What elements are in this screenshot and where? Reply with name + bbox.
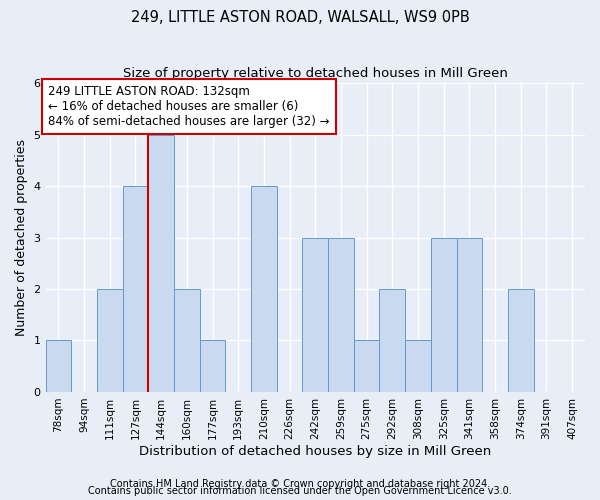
Bar (508, 289, 533, 392)
Text: 249, LITTLE ASTON ROAD, WALSALL, WS9 0PB: 249, LITTLE ASTON ROAD, WALSALL, WS9 0PB (131, 10, 469, 25)
Bar (354, 340, 379, 392)
Text: Contains public sector information licensed under the Open Government Licence v3: Contains public sector information licen… (88, 486, 512, 496)
Bar (46, 340, 71, 392)
Bar (457, 238, 482, 392)
Bar (431, 238, 457, 392)
Bar (122, 186, 148, 392)
Bar (328, 238, 354, 392)
Bar (379, 289, 405, 392)
Bar (251, 186, 277, 392)
Bar (148, 134, 174, 392)
Bar (174, 289, 200, 392)
Title: Size of property relative to detached houses in Mill Green: Size of property relative to detached ho… (123, 68, 508, 80)
Bar (200, 340, 226, 392)
Text: Contains HM Land Registry data © Crown copyright and database right 2024.: Contains HM Land Registry data © Crown c… (110, 479, 490, 489)
Text: 249 LITTLE ASTON ROAD: 132sqm
← 16% of detached houses are smaller (6)
84% of se: 249 LITTLE ASTON ROAD: 132sqm ← 16% of d… (48, 84, 330, 128)
Bar (405, 340, 431, 392)
Bar (97, 289, 122, 392)
X-axis label: Distribution of detached houses by size in Mill Green: Distribution of detached houses by size … (139, 444, 491, 458)
Y-axis label: Number of detached properties: Number of detached properties (15, 139, 28, 336)
Bar (302, 238, 328, 392)
